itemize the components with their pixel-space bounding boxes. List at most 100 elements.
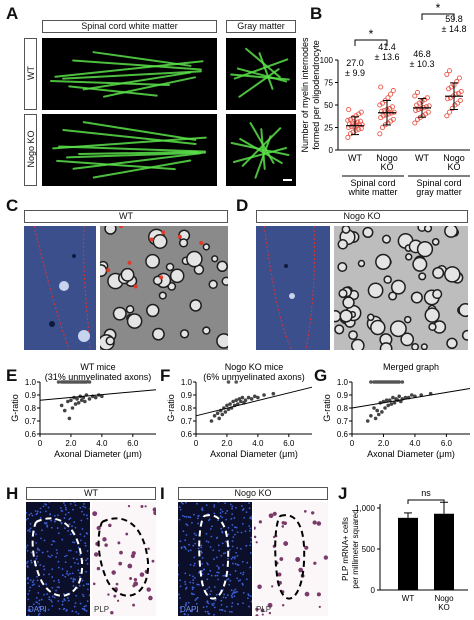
cell-dot — [249, 527, 252, 530]
panel-a-row-box-wt — [24, 38, 37, 110]
cell-dot — [51, 568, 54, 571]
cell-dot — [83, 535, 86, 538]
plp-positive-cell — [318, 605, 321, 608]
cell-dot — [85, 605, 87, 607]
panel-f-ytick-label: 0.9 — [181, 391, 193, 400]
panel-b-data-point — [377, 131, 383, 137]
cell-dot — [38, 599, 41, 602]
panel-f-ytick-label: 1.0 — [181, 378, 193, 387]
axon-lumen — [212, 256, 217, 261]
cell-dot — [61, 568, 64, 570]
cell-dot — [244, 530, 247, 532]
cell-dot — [43, 568, 46, 571]
cell-dot — [31, 514, 34, 517]
panel-b-category-label: Nogo — [443, 153, 465, 163]
panel-b-data-point — [389, 104, 395, 110]
cell-dot — [184, 603, 187, 606]
panel-f-data-point — [240, 395, 245, 400]
cell-dot — [178, 593, 180, 596]
panel-f-ytick-label: 0.6 — [181, 430, 193, 439]
cell-dot — [200, 544, 203, 547]
panel-a-row-box-ko — [24, 114, 37, 186]
cell-dot — [41, 551, 44, 554]
axon-lumen — [383, 236, 390, 243]
panel-e-ytick-label: 1.0 — [25, 378, 37, 387]
panel-b-data-point — [458, 88, 464, 95]
panel-g-data-point — [365, 419, 370, 423]
cell-dot — [234, 591, 237, 594]
cell-dot — [227, 526, 230, 529]
cell-dot — [220, 599, 223, 602]
panel-e-ytick-label: 0.7 — [25, 417, 37, 426]
cell-dot — [39, 507, 42, 510]
cell-dot — [69, 572, 71, 575]
cell-dot — [30, 551, 33, 554]
cell-dot — [32, 603, 35, 606]
panel-g-data-point — [397, 394, 401, 399]
cell-dot — [225, 605, 228, 608]
cell-dot — [179, 597, 181, 599]
unmyelinated-axon-marker — [199, 240, 204, 245]
panel-e-data-point — [83, 399, 87, 404]
cell-dot — [41, 529, 43, 532]
panel-letter-d: D — [236, 196, 249, 215]
cell-dot — [188, 543, 190, 546]
panel-g-xtick-label: 2.0 — [378, 439, 390, 448]
panel-g-title: Merged graph — [383, 362, 439, 372]
plp-positive-cell — [279, 557, 284, 561]
cell-dot — [65, 609, 68, 612]
cell-dot — [213, 606, 216, 609]
cell-dot — [184, 583, 187, 586]
cell-dot — [185, 602, 188, 604]
axon-lumen — [359, 261, 364, 266]
axon-lumen — [412, 292, 422, 303]
panel-b-data-point — [445, 96, 451, 102]
cell-dot — [68, 523, 71, 526]
cell-dot — [86, 557, 89, 560]
axon-lumen — [204, 244, 209, 250]
cell-dot — [85, 570, 88, 573]
cell-dot — [216, 556, 218, 559]
panel-f-xtick-label: 0 — [194, 439, 199, 448]
cell-dot — [249, 595, 252, 598]
cell-dot — [201, 562, 204, 565]
panel-f-data-point — [231, 399, 235, 404]
cell-dot — [221, 542, 224, 545]
panel-b-category-label: KO — [447, 162, 460, 172]
cell-dot — [209, 593, 211, 596]
cell-dot — [57, 579, 60, 582]
plp-positive-cell — [117, 541, 121, 545]
cell-dot — [44, 503, 46, 505]
panel-f-unmyelinated-point — [226, 380, 231, 384]
cell-dot — [29, 522, 32, 525]
cell-dot — [35, 597, 38, 599]
cell-dot — [221, 516, 224, 519]
unmyelinated-axon-marker — [127, 260, 132, 265]
cell-dot — [196, 502, 198, 505]
panel-g-data-point — [391, 395, 395, 400]
panel-b-ylabel-line2: formed per oligodendrocyte — [311, 40, 321, 150]
cell-dot — [241, 560, 244, 563]
panel-g-ytick-label: 0.8 — [337, 404, 349, 413]
panel-a-row-label-nogo-ko: Nogo KO — [26, 130, 36, 168]
cell-dot — [77, 546, 80, 549]
cell-dot — [48, 598, 51, 601]
axon-lumen — [429, 324, 436, 330]
cell-dot — [36, 512, 39, 515]
panel-f-ylabel: G-ratio — [166, 394, 176, 422]
cell-dot — [77, 562, 80, 565]
cell-dot — [209, 546, 212, 548]
panel-g-unmyelinated-point — [397, 380, 401, 384]
cell-dot — [206, 578, 209, 581]
panel-b-mean-label: ± 9.9 — [345, 68, 365, 78]
axon-lumen — [339, 290, 347, 297]
cell-dot — [67, 549, 70, 552]
region-outline — [198, 514, 230, 600]
axon-lumen — [352, 340, 364, 350]
cell-dot — [26, 518, 28, 521]
cell-dot — [185, 516, 188, 518]
cell-dot — [213, 602, 215, 605]
cell-dot — [228, 548, 231, 551]
panel-b-mean-label: ± 10.3 — [410, 59, 435, 69]
micrograph-nogo-ko-toluidine — [256, 226, 330, 350]
